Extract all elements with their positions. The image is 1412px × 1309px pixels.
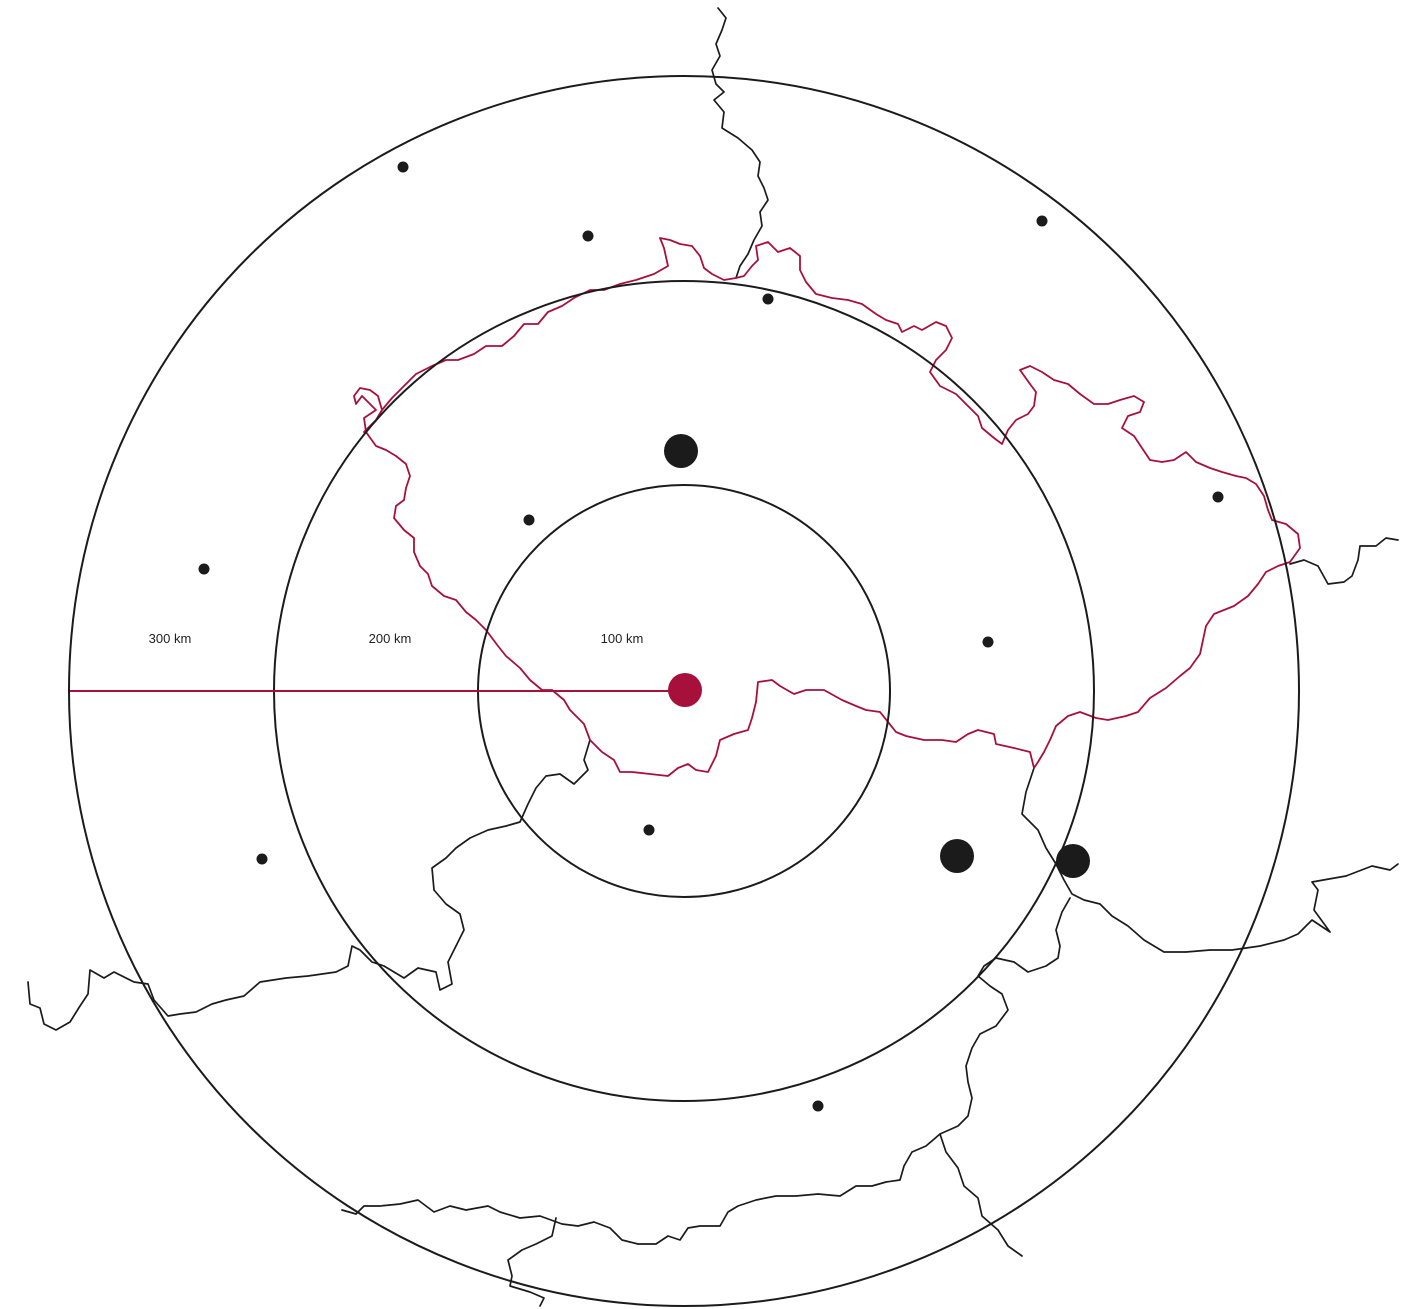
city-dot: [762, 293, 774, 305]
border-north-west: [711, 7, 769, 279]
city-dot: [397, 161, 409, 173]
border-east: [1021, 767, 1399, 953]
border-south: [341, 897, 1071, 1245]
city-dot: [256, 853, 268, 865]
capital-dot: [940, 839, 974, 873]
city-dot: [198, 563, 210, 575]
center-location-dot: [668, 673, 702, 707]
border-west: [27, 739, 591, 1031]
city-dot: [812, 1100, 824, 1112]
ring-300km: [68, 75, 1300, 1307]
border-far-east: [1289, 537, 1399, 585]
capital-dot: [1056, 844, 1090, 878]
country-borders: [27, 7, 1399, 1307]
city-dot: [1212, 491, 1224, 503]
border-south-west: [507, 1217, 557, 1307]
city-dot: [643, 824, 655, 836]
city-dot: [582, 230, 594, 242]
ring-label-100km: 100 km: [601, 631, 644, 646]
highlighted-country-outline: [353, 237, 1301, 777]
city-dot: [982, 636, 994, 648]
capital-dot: [664, 434, 698, 468]
city-markers: [198, 161, 1224, 1112]
ring-label-300km: 300 km: [149, 631, 192, 646]
city-dot: [1036, 215, 1048, 227]
ring-label-200km: 200 km: [369, 631, 412, 646]
city-dot: [523, 514, 535, 526]
border-south-east: [939, 1133, 1023, 1257]
ring-labels: 100 km 200 km 300 km: [149, 631, 644, 646]
